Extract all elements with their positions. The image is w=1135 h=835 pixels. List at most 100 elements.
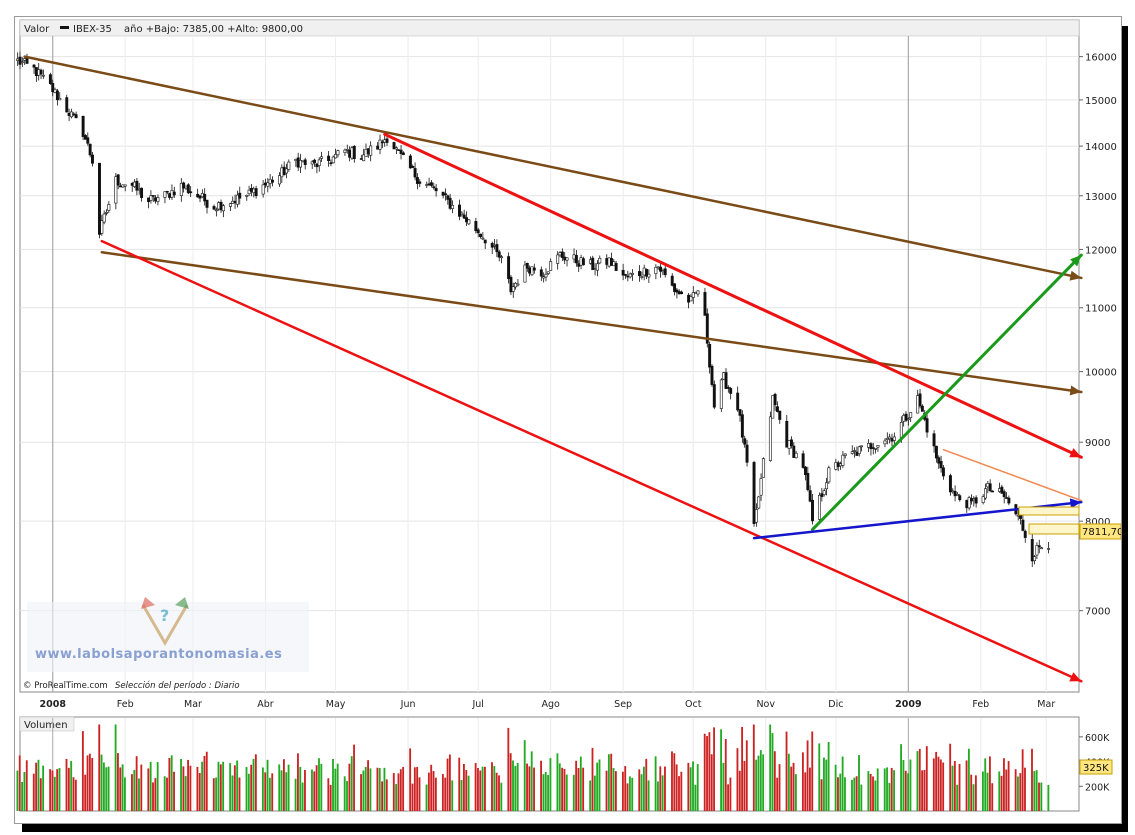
candle-body (967, 497, 971, 509)
volume-bar (755, 759, 758, 811)
candle-body (205, 199, 209, 208)
candle-body (303, 159, 307, 165)
volume-bar (364, 766, 367, 811)
candle-body (415, 177, 419, 184)
volume-bar (201, 761, 204, 811)
trend-line-red (100, 239, 1083, 683)
candle-body (474, 221, 478, 232)
candle-body (579, 257, 583, 266)
candle-body (51, 83, 55, 93)
candle-body (116, 174, 120, 186)
volume-bar (1019, 773, 1022, 811)
volume-bar (51, 770, 54, 811)
volume-bar (1017, 776, 1019, 811)
volume-bar (212, 778, 215, 811)
volume-bar (238, 777, 241, 811)
volume-bar (589, 780, 592, 811)
volume-bar (465, 770, 468, 811)
candle-body (465, 217, 468, 223)
candle-body (719, 379, 723, 409)
candle-body (296, 157, 300, 168)
candle-body (352, 145, 356, 159)
volume-bar (409, 748, 412, 811)
candle-body (23, 58, 27, 61)
candle-body (238, 192, 242, 199)
candle-body (266, 182, 270, 187)
candle-body (563, 256, 567, 261)
candle-body (656, 266, 660, 269)
volume-bar (514, 765, 517, 811)
volume-bar (671, 751, 673, 811)
volume-bar (102, 762, 105, 811)
volume-bar (853, 777, 856, 811)
volume-bar (84, 774, 87, 811)
y-tick-label: 7000 (1085, 607, 1110, 618)
volume-bar (474, 763, 477, 811)
volume-bar (823, 757, 825, 811)
volume-bar (1021, 749, 1024, 811)
volume-bar (886, 767, 888, 811)
candle-body (479, 233, 483, 238)
x-tick-label: 2008 (40, 699, 67, 710)
volume-bar (804, 772, 807, 811)
candle-body (759, 478, 763, 496)
candle-body (98, 162, 101, 235)
volume-bar (925, 746, 928, 811)
candle-body (271, 179, 274, 183)
candle-body (119, 185, 122, 188)
candle-body (581, 258, 585, 266)
candle-body (219, 201, 223, 211)
candle-body (918, 393, 922, 407)
volume-bar (867, 771, 870, 811)
volume-bar (689, 767, 692, 811)
trend-line-green (810, 253, 1083, 532)
candle-body (740, 414, 744, 438)
volume-bar (577, 767, 580, 811)
candle-body (285, 168, 288, 174)
candle-body (497, 251, 501, 258)
candle-body (397, 149, 401, 151)
candle-body (261, 184, 265, 195)
volume-bar (582, 767, 585, 811)
x-tick-label: Feb (117, 699, 134, 710)
candle-body (345, 148, 349, 151)
volume-bar (888, 782, 891, 811)
candle-body (72, 113, 76, 116)
candle-body (41, 74, 45, 77)
candle-body (67, 112, 71, 116)
candle-body (427, 183, 431, 186)
volume-bar (135, 756, 138, 811)
candle-body (1033, 556, 1037, 561)
volume-bar (659, 766, 662, 811)
volume-bar (367, 760, 369, 811)
candle-body (91, 154, 94, 164)
volume-bar (530, 751, 533, 811)
trend-line-brown (23, 55, 1083, 280)
volume-bar (500, 782, 503, 811)
volume-bar (507, 727, 510, 811)
candle-body (18, 56, 22, 65)
volume-bar (498, 775, 500, 811)
candle-body (876, 445, 880, 448)
volume-bar (187, 759, 189, 811)
candle-body (317, 159, 321, 166)
volume-bar (790, 766, 793, 811)
volume-bars (16, 724, 1050, 811)
candle-body (801, 453, 805, 468)
volume-bar (446, 758, 449, 811)
candle-body (806, 473, 810, 491)
candles-group (16, 51, 1051, 568)
volume-bar (678, 776, 680, 811)
volume-bar (970, 774, 973, 811)
volume-bar (198, 773, 201, 811)
candle-body (254, 188, 258, 197)
candle-body (605, 258, 609, 265)
candle-body (294, 159, 298, 161)
candle-body (39, 69, 43, 75)
candle-body (909, 412, 913, 418)
volume-badge-text: 325K (1083, 763, 1109, 774)
candle-body (55, 90, 59, 101)
volume-bar (523, 740, 526, 811)
candle-body (724, 372, 728, 389)
candle-body (624, 274, 627, 276)
